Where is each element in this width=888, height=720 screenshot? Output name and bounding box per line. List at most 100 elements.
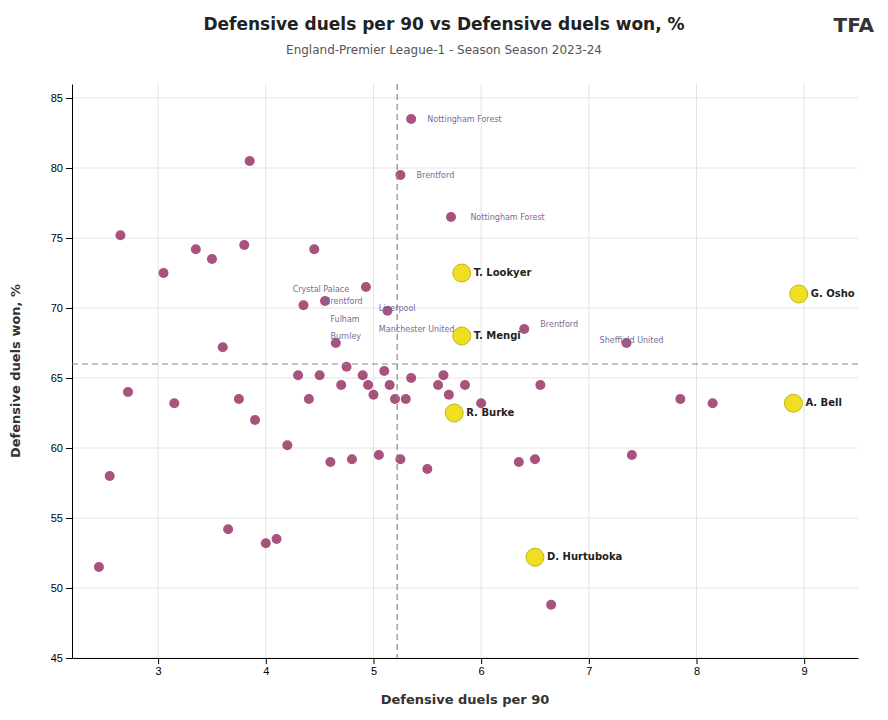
tick-mark: [266, 658, 267, 664]
tick-label: 50: [51, 582, 63, 594]
tick: 3: [156, 658, 162, 677]
points-upper: [72, 84, 858, 658]
tick-label: 5: [371, 665, 377, 677]
point: [358, 370, 368, 380]
annotation: Brentford: [417, 171, 455, 180]
grid-line: [696, 84, 697, 658]
tick-mark: [373, 658, 374, 664]
grid-line: [72, 168, 858, 169]
tick-mark: [66, 308, 72, 309]
point: [422, 464, 432, 474]
tick-mark: [589, 658, 590, 664]
grid-line: [72, 238, 858, 239]
point: [433, 380, 443, 390]
tick: 70: [51, 302, 72, 314]
point: [401, 394, 411, 404]
point: [309, 244, 319, 254]
point: [169, 398, 179, 408]
axis-line: [73, 658, 859, 659]
point-label: R. Burke: [466, 407, 514, 418]
point: [234, 394, 244, 404]
point: [514, 457, 524, 467]
tick-label: 3: [156, 665, 162, 677]
point: [336, 380, 346, 390]
point: [304, 394, 314, 404]
grid-line: [265, 84, 266, 658]
annotation: Sheffield United: [600, 336, 664, 345]
point: [261, 538, 271, 548]
point: [374, 450, 384, 460]
tick-label: 60: [51, 442, 63, 454]
annotation: Crystal Palace: [293, 285, 349, 294]
grid-line: [481, 84, 482, 658]
title: Defensive duels per 90 vs Defensive duel…: [203, 14, 684, 34]
point: [530, 454, 540, 464]
point: [627, 450, 637, 460]
point: [406, 373, 416, 383]
point: [245, 156, 255, 166]
annotation: Brentford: [325, 297, 363, 306]
plot: 3456789455055606570758085Nottingham Fore…: [51, 84, 859, 677]
tick: 4: [263, 658, 269, 677]
highlight-point: [784, 394, 802, 412]
tick-mark: [158, 658, 159, 664]
point: [363, 380, 373, 390]
point-label: T. Lookyer: [474, 267, 532, 278]
tick: 85: [51, 92, 72, 104]
point: [250, 415, 260, 425]
grid-line: [72, 378, 858, 379]
point: [361, 282, 371, 292]
tick-mark: [66, 378, 72, 379]
annotation: Burnley: [330, 332, 361, 341]
tick-label: 45: [51, 652, 63, 664]
grid-line: [72, 588, 858, 589]
grid: [72, 84, 858, 658]
tick-mark: [66, 98, 72, 99]
point-label: G. Osho: [811, 288, 855, 299]
x-axis: 3 4 5 6 7 8 9: [73, 658, 859, 677]
point: [298, 300, 308, 310]
tick-label: 6: [479, 665, 485, 677]
point-label: A. Bell: [805, 397, 841, 408]
point: [293, 370, 303, 380]
annotations: Nottingham ForestBrentfordNottingham For…: [293, 115, 664, 345]
grid-line: [72, 448, 858, 449]
point: [159, 268, 169, 278]
point: [272, 534, 282, 544]
point: [444, 390, 454, 400]
tick: 50: [51, 582, 72, 594]
tick-label: 65: [51, 372, 63, 384]
tick: 8: [694, 658, 700, 677]
reference-line: [397, 84, 398, 658]
point: [315, 370, 325, 380]
grid-line: [373, 84, 374, 658]
point: [325, 457, 335, 467]
point: [379, 366, 389, 376]
grid-line: [588, 84, 589, 658]
tick-mark: [66, 658, 72, 659]
highlight-point: [445, 404, 463, 422]
point: [368, 390, 378, 400]
point: [438, 370, 448, 380]
tick: 45: [51, 652, 72, 664]
point: [342, 362, 352, 372]
point: [191, 244, 201, 254]
tick-label: 70: [51, 302, 63, 314]
chart: Defensive duels per 90 vs Defensive duel…: [0, 0, 888, 720]
tick: 7: [586, 658, 592, 677]
point: [218, 342, 228, 352]
tick: 65: [51, 372, 72, 384]
grid-line: [72, 98, 858, 99]
point: [546, 600, 556, 610]
point: [282, 440, 292, 450]
point: [460, 380, 470, 390]
tick-label: 9: [802, 665, 808, 677]
tick: 9: [802, 658, 808, 677]
point: [207, 254, 217, 264]
tick: 60: [51, 442, 72, 454]
annotation: Fulham: [330, 315, 359, 324]
tick-label: 85: [51, 92, 63, 104]
axis-line: [72, 85, 73, 659]
tick-mark: [66, 448, 72, 449]
grid-line: [72, 658, 858, 659]
